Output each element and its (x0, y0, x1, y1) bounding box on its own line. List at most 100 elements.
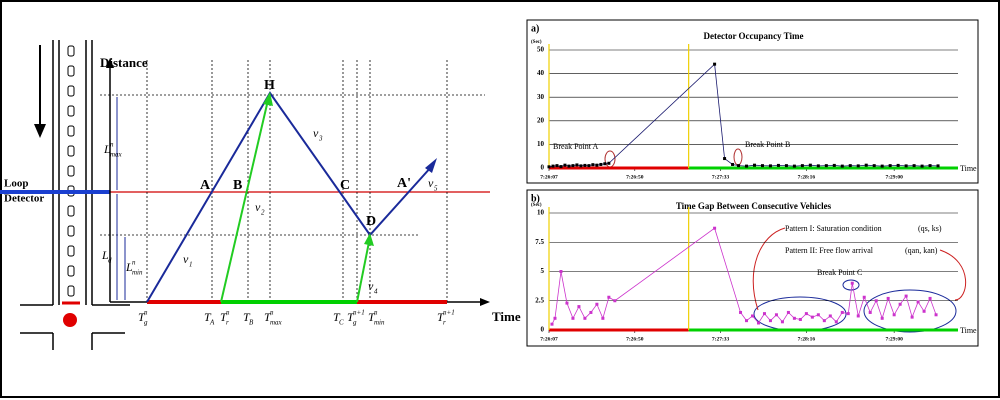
data-point (603, 162, 607, 166)
diagram-label: T (204, 310, 212, 324)
data-point (828, 314, 832, 318)
diagram-label-sub: 4 (374, 288, 378, 296)
data-point (768, 319, 772, 323)
data-point (559, 270, 563, 273)
arrow-head (364, 233, 374, 246)
data-point (822, 319, 826, 323)
panel (526, 19, 979, 184)
data-point (601, 316, 605, 320)
x-tick-label: 7:27:33 (712, 174, 730, 180)
diagram-label-sub: r (443, 319, 446, 327)
data-point (565, 301, 569, 305)
data-point (760, 164, 764, 168)
diagram-label-sup: n (270, 309, 274, 317)
data-point (567, 164, 571, 168)
x-axis-label: Time (960, 326, 977, 335)
data-point (896, 163, 900, 167)
diagram-label-sub: max (270, 319, 283, 327)
annotation: Pattern II: Free flow arrival (785, 246, 874, 255)
data-point (550, 322, 554, 326)
diagram-label: D (366, 214, 376, 229)
data-point (810, 315, 814, 319)
diagram-label: L (101, 248, 109, 262)
y-tick-label: 7.5 (535, 238, 544, 246)
diagram-label-sub: 5 (434, 185, 438, 193)
panel-label: a) (531, 23, 539, 34)
data-point (571, 316, 575, 320)
signal-phase (549, 166, 689, 170)
data-point (551, 164, 555, 168)
signal (63, 313, 77, 327)
data-point (723, 157, 727, 161)
chart-title: Time Gap Between Consecutive Vehicles (676, 201, 832, 211)
y-tick-label: 0 (541, 164, 545, 172)
diagram-label-sub: r (226, 319, 229, 327)
data-point (559, 165, 563, 169)
diagram-label-sup: n+1 (443, 309, 455, 317)
diagram-label: v (313, 126, 319, 140)
x-tick-label: 7:26:50 (626, 336, 644, 342)
annotation: (qs, ks) (918, 224, 942, 233)
data-point (774, 313, 778, 317)
data-point (928, 164, 932, 168)
data-point (595, 302, 599, 306)
annotation: Break Point B (745, 140, 790, 149)
y-axis-label: (Sec) (531, 203, 542, 208)
diagram-label: T (243, 310, 251, 324)
diagram-label-sup: n (132, 259, 136, 267)
annotation: (qan, kan) (905, 246, 938, 255)
data-point (892, 313, 896, 317)
data-point (745, 164, 749, 168)
x-tick-label: 7:29:00 (885, 336, 903, 342)
shockwaves (146, 91, 433, 303)
x-tick-label: 7:28:16 (798, 336, 816, 342)
data-point (920, 164, 924, 168)
data-point (579, 164, 583, 168)
data-point (904, 294, 908, 298)
panel-label: b) (531, 193, 540, 204)
diagram-label-sup: n (110, 141, 114, 149)
diagram-label: v (428, 176, 434, 190)
diagram-label: L (125, 260, 133, 274)
annotation: Pattern I: Saturation condition (785, 224, 882, 233)
data-point (768, 164, 772, 168)
data-point (591, 163, 595, 167)
data-point (848, 164, 852, 168)
y-tick-label: 10 (537, 140, 545, 148)
data-point (607, 295, 611, 299)
diagram-label-sub: max (110, 151, 123, 159)
data-point (804, 312, 808, 316)
data-point (850, 281, 854, 285)
diagram-label-sub: 2 (261, 209, 265, 217)
data-point (607, 161, 611, 165)
diagram-label: T (138, 310, 146, 324)
data-point (916, 300, 920, 304)
diagram-label: A' (397, 176, 411, 191)
diagram-label-sub: g (144, 319, 148, 327)
data-point (846, 312, 850, 316)
y-axis-label: (Sec) (531, 40, 542, 45)
data-point (808, 163, 812, 167)
diagram-label-sub: A (209, 319, 215, 327)
x-tick-label: 7:27:33 (712, 336, 730, 342)
data-point (832, 163, 836, 167)
lane-markers (67, 45, 75, 297)
data-point (547, 165, 551, 169)
data-point (784, 164, 788, 168)
data-point (553, 316, 557, 320)
data-point (745, 319, 749, 323)
y-tick-label: 2.5 (535, 296, 544, 304)
data-point (587, 164, 591, 168)
data-point (824, 164, 828, 168)
arrow-head (106, 58, 114, 68)
diagram-label: v (255, 200, 261, 214)
data-point (737, 164, 741, 168)
data-point (613, 299, 617, 303)
data-point (856, 164, 860, 168)
data-point (880, 164, 884, 168)
diagram-label: T (264, 310, 272, 324)
discharge-waves (220, 99, 370, 303)
data-point (868, 310, 872, 314)
x-axis-label: Time (960, 164, 977, 173)
annotation-shapes (604, 148, 966, 333)
